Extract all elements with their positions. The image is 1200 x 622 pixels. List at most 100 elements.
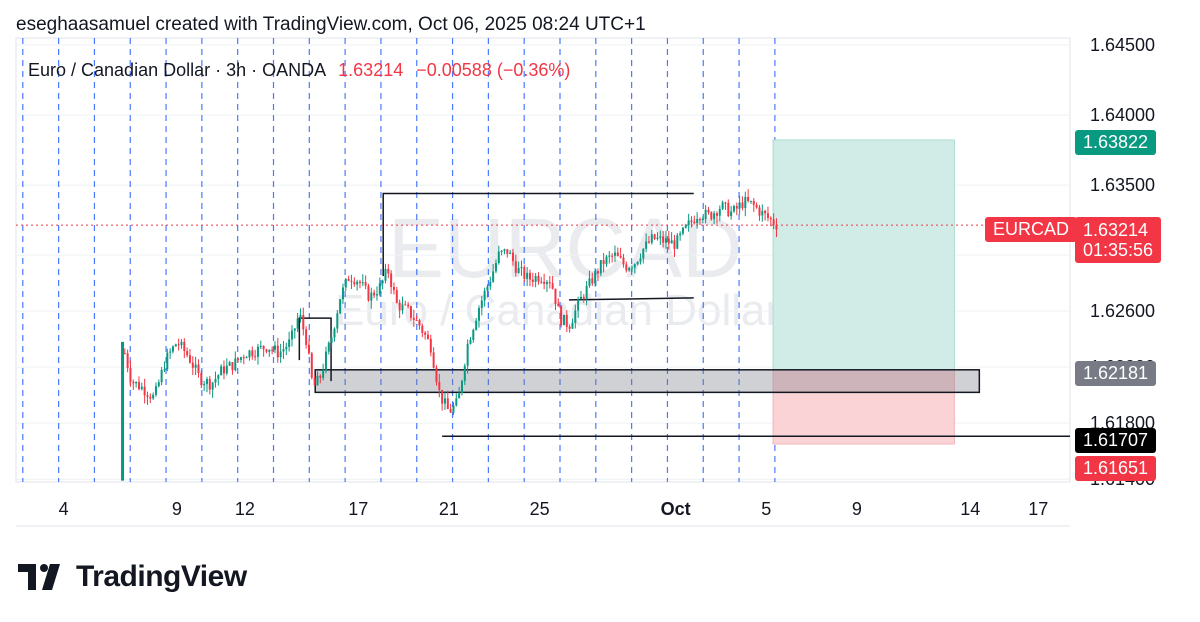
symbol-description: Euro / Canadian Dollar · 3h · OANDA [28, 60, 325, 80]
candle-body [478, 308, 480, 321]
candle-body [452, 405, 454, 412]
candle-body [226, 366, 228, 374]
candle-body [611, 256, 613, 257]
candle-body [501, 251, 503, 252]
candle-body [299, 315, 301, 319]
candle-body [387, 269, 389, 273]
tradingview-brand: TradingView [76, 560, 247, 594]
candle-body [756, 205, 758, 208]
candle-body [716, 213, 718, 216]
candle-body [172, 346, 174, 351]
candle-body [773, 219, 775, 225]
candle-body [523, 267, 525, 279]
candle-body [651, 234, 653, 242]
ticker-tag: EURCAD [985, 217, 1077, 242]
x-tick-label: 25 [530, 499, 550, 519]
candle-body [532, 280, 534, 282]
x-tick-label: 17 [1028, 499, 1048, 519]
candle-body [254, 356, 256, 357]
candle-body [648, 241, 650, 242]
candle-body [132, 382, 134, 384]
candle-body [345, 279, 347, 288]
candle-body [200, 373, 202, 385]
candle-body [713, 213, 715, 219]
candle-body [243, 357, 245, 358]
candle-body [376, 294, 378, 295]
candle-body [135, 382, 137, 383]
candle-body [410, 306, 412, 318]
x-tick-label: Oct [661, 499, 691, 519]
candle-body [441, 390, 443, 404]
candle-body [263, 346, 265, 349]
candle-body [668, 238, 670, 243]
candle-body [149, 397, 151, 399]
tradingview-logo: TradingView [18, 560, 247, 594]
candle-body [577, 299, 579, 310]
chart-area[interactable]: EURCAD Euro / Canadian Dollar 1.64500 1.6… [0, 0, 1200, 530]
candle-body [563, 315, 565, 325]
candle-body [498, 252, 500, 263]
candle-body [509, 253, 511, 254]
tradingview-logo-icon [18, 562, 66, 592]
candle-body [693, 222, 695, 223]
zone-price-tag: 1.62181 [1075, 361, 1156, 386]
range-high-line [383, 193, 694, 276]
candle-body [469, 340, 471, 344]
candle-body [223, 366, 225, 373]
candle-body [189, 355, 191, 362]
candle-body [237, 358, 239, 359]
candle-body [231, 362, 233, 370]
candle-body [484, 291, 486, 301]
candle-body [169, 352, 171, 353]
candle-body [285, 347, 287, 349]
candle-body [727, 203, 729, 216]
candle-body [197, 365, 199, 373]
candle-body [583, 297, 585, 299]
candle-body [642, 249, 644, 259]
candle-body [413, 318, 415, 320]
candle-body [333, 329, 335, 338]
candle-body [421, 326, 423, 333]
candle-body [331, 338, 333, 343]
take-profit-zone [773, 140, 954, 370]
candle-body [209, 379, 211, 390]
candle-body [370, 293, 372, 301]
candle-body [240, 357, 242, 360]
candle-body [407, 305, 409, 306]
candle-body [297, 318, 299, 328]
candle-body [316, 376, 318, 386]
candle-body [464, 366, 466, 381]
candle-body [775, 225, 777, 230]
candle-body [537, 276, 539, 282]
candle-body [384, 269, 386, 281]
candle-body [348, 279, 350, 281]
candle-body [639, 258, 641, 261]
candle-body [399, 303, 401, 311]
candle-body [393, 287, 395, 290]
level-price-tag: 1.61707 [1075, 428, 1156, 453]
candle-body [662, 236, 664, 242]
candle-body [730, 211, 732, 216]
candle-body [549, 282, 551, 283]
candle-body [560, 306, 562, 325]
x-tick-label: 21 [439, 499, 459, 519]
x-tick-label: 9 [172, 499, 182, 519]
candle-body [608, 256, 610, 257]
candle-body [260, 346, 262, 347]
candle-body [294, 329, 296, 331]
candle-body [702, 219, 704, 220]
candle-body [418, 320, 420, 325]
candle-body [512, 253, 514, 262]
candle-body [138, 382, 140, 389]
candle-body [175, 344, 177, 346]
candle-body [186, 351, 188, 355]
candle-body [486, 286, 488, 290]
candle-body [362, 282, 364, 283]
candle-body [659, 236, 661, 237]
candle-body [141, 387, 143, 389]
candle-body [404, 304, 406, 305]
candle-body [461, 381, 463, 393]
candle-body [217, 375, 219, 379]
candle-body [543, 282, 545, 284]
y-tick-label: 1.64000 [1090, 105, 1155, 125]
